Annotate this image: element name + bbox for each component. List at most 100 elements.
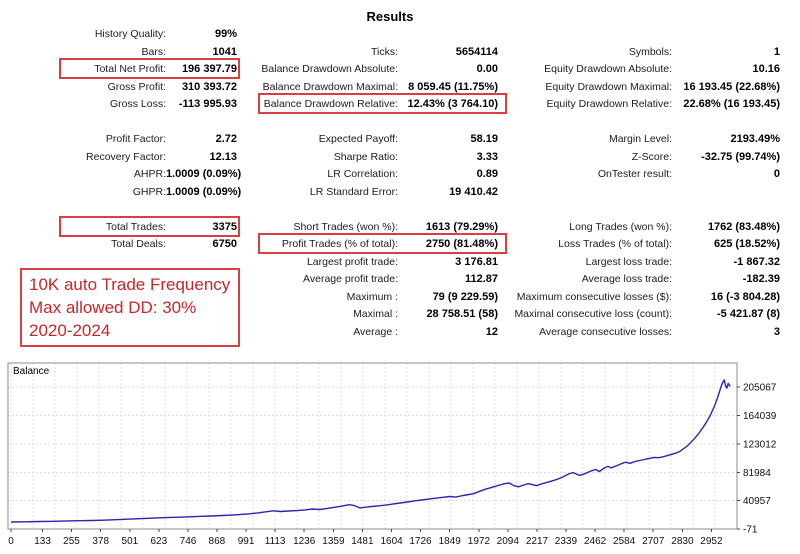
stat-label: Equity Drawdown Absolute: xyxy=(544,63,672,75)
stat-row: LR Correlation: 0.89 xyxy=(248,165,498,183)
stat-row: AHPR: 1.0009 (0.09%) xyxy=(0,165,241,183)
stat-value: 1 xyxy=(773,45,780,58)
stat-value: 6750 xyxy=(212,238,237,250)
stat-row: Bars: 1041 xyxy=(0,43,237,61)
stat-label: LR Standard Error: xyxy=(309,185,398,198)
stat-label: LR Correlation: xyxy=(327,168,398,180)
stat-value: 58.19 xyxy=(470,133,498,145)
stat-label: Profit Factor: xyxy=(105,133,166,145)
stat-row: Maximum : 79 (9 229.59) xyxy=(248,288,498,306)
svg-text:164039: 164039 xyxy=(743,411,777,422)
stat-value: 0.00 xyxy=(476,63,498,75)
x-axis: 0 133 255 378 501 623 746 868 991 1113 1236 1359 148… xyxy=(8,529,723,547)
stat-value: 22.68% (16 193.45) xyxy=(683,98,780,110)
stat-label: History Quality: xyxy=(94,28,166,40)
stat-label: Balance Drawdown Relative: xyxy=(263,98,398,110)
stat-value: 3375 xyxy=(212,220,237,233)
stat-label: Total Net Profit: xyxy=(94,63,166,75)
stat-row: Ticks: 5654114 xyxy=(248,43,498,61)
svg-text:81984: 81984 xyxy=(743,468,771,479)
stat-value: 1.0009 (0.09%) xyxy=(166,185,242,198)
chart-grid xyxy=(8,363,737,529)
stat-row: Long Trades (won %): 1762 (83.48%) xyxy=(500,218,780,236)
annotation-note: 10K auto Trade Frequency Max allowed DD: … xyxy=(20,268,240,347)
stat-row: Total Net Profit: 196 397.79 xyxy=(0,58,240,79)
stat-label: Maximal : xyxy=(353,308,398,320)
stat-row: LR Standard Error: 19 410.42 xyxy=(248,183,498,201)
stat-label: Average : xyxy=(353,325,398,338)
stat-value: -182.39 xyxy=(742,273,780,285)
svg-text:1113: 1113 xyxy=(265,536,286,547)
stat-value: 2750 (81.48%) xyxy=(425,238,498,250)
stat-row: Average : 12 xyxy=(248,323,498,341)
svg-text:1849: 1849 xyxy=(439,536,462,547)
stat-value: -1 867.32 xyxy=(733,255,780,268)
stat-value: 0.89 xyxy=(476,168,498,180)
stat-value: 12.13 xyxy=(209,150,237,163)
stat-label: AHPR: xyxy=(133,168,166,180)
stat-label: Average profit trade: xyxy=(303,273,398,285)
stat-value: 1613 (79.29%) xyxy=(425,220,498,233)
stat-label: Long Trades (won %): xyxy=(569,220,672,233)
stat-row: Average loss trade: -182.39 xyxy=(500,270,780,288)
stat-row: Recovery Factor: 12.13 xyxy=(0,148,237,166)
stat-row: Maximum consecutive losses ($): 16 (-3 80… xyxy=(500,288,780,306)
stat-value: -32.75 (99.74%) xyxy=(701,150,780,163)
svg-text:255: 255 xyxy=(63,536,80,547)
stat-value: 19 410.42 xyxy=(449,185,498,198)
stats-column-right: Symbols: 1 Equity Drawdown Absolute: 10.16 E… xyxy=(500,0,780,358)
balance-line xyxy=(10,379,731,523)
svg-text:2952: 2952 xyxy=(700,536,723,547)
stat-value: 1762 (83.48%) xyxy=(707,220,780,233)
stat-row: Symbols: 1 xyxy=(500,43,780,61)
stat-value: 310 393.72 xyxy=(181,80,237,93)
svg-text:2339: 2339 xyxy=(555,536,578,547)
svg-text:378: 378 xyxy=(92,536,109,547)
stat-value: 79 (9 229.59) xyxy=(432,290,498,303)
svg-text:2094: 2094 xyxy=(497,536,520,547)
stat-value: 0 xyxy=(773,168,780,180)
stat-row: Average consecutive losses: 3 xyxy=(500,323,780,341)
svg-text:0: 0 xyxy=(8,536,14,547)
svg-text:1481: 1481 xyxy=(351,536,374,547)
stat-row: Largest loss trade: -1 867.32 xyxy=(500,253,780,271)
stat-label: Average consecutive losses: xyxy=(539,325,672,338)
stat-row: Sharpe Ratio: 3.33 xyxy=(248,148,498,166)
stat-label: Total Trades: xyxy=(105,220,166,233)
annotation-line: 2020-2024 xyxy=(29,321,111,340)
stat-value: 5654114 xyxy=(455,45,498,58)
svg-text:991: 991 xyxy=(238,536,255,547)
stat-label: Maximum : xyxy=(346,290,398,303)
stat-value: 12 xyxy=(485,325,498,338)
stat-value: 1041 xyxy=(212,45,237,58)
stat-row: Largest profit trade: 3 176.81 xyxy=(248,253,498,271)
stat-row: Profit Factor: 2.72 xyxy=(0,130,237,148)
stat-label: Balance Drawdown Maximal: xyxy=(262,80,398,93)
stat-label: Balance Drawdown Absolute: xyxy=(261,63,398,75)
stat-label: Sharpe Ratio: xyxy=(333,150,398,163)
stat-value: 16 193.45 (22.68%) xyxy=(683,80,780,93)
stat-row: Margin Level: 2193.49% xyxy=(500,130,780,148)
stat-label: Margin Level: xyxy=(608,133,672,145)
svg-text:868: 868 xyxy=(209,536,226,547)
stat-value: 2193.49% xyxy=(730,133,780,145)
stat-label: Short Trades (won %): xyxy=(293,220,398,233)
svg-text:123012: 123012 xyxy=(743,439,777,450)
svg-text:1236: 1236 xyxy=(293,536,316,547)
svg-text:623: 623 xyxy=(150,536,167,547)
balance-chart: 0 133 255 378 501 623 746 868 991 1113 1236 1359 148… xyxy=(7,362,777,547)
stat-label: OnTester result: xyxy=(597,168,672,180)
svg-text:2707: 2707 xyxy=(642,536,665,547)
svg-text:2830: 2830 xyxy=(671,536,694,547)
stat-label: Symbols: xyxy=(628,45,672,58)
svg-text:2217: 2217 xyxy=(526,536,549,547)
stat-row: OnTester result: 0 xyxy=(500,165,780,183)
stat-label: Ticks: xyxy=(370,45,398,58)
stat-label: Equity Drawdown Maximal: xyxy=(545,80,672,93)
stat-value: 28 758.51 (58) xyxy=(426,308,498,320)
stat-label: Expected Payoff: xyxy=(318,133,398,145)
stat-row: Expected Payoff: 58.19 xyxy=(248,130,498,148)
svg-text:-71: -71 xyxy=(743,525,758,536)
stat-row: Maximal : 28 758.51 (58) xyxy=(248,305,498,323)
stat-value: 99% xyxy=(214,28,237,40)
